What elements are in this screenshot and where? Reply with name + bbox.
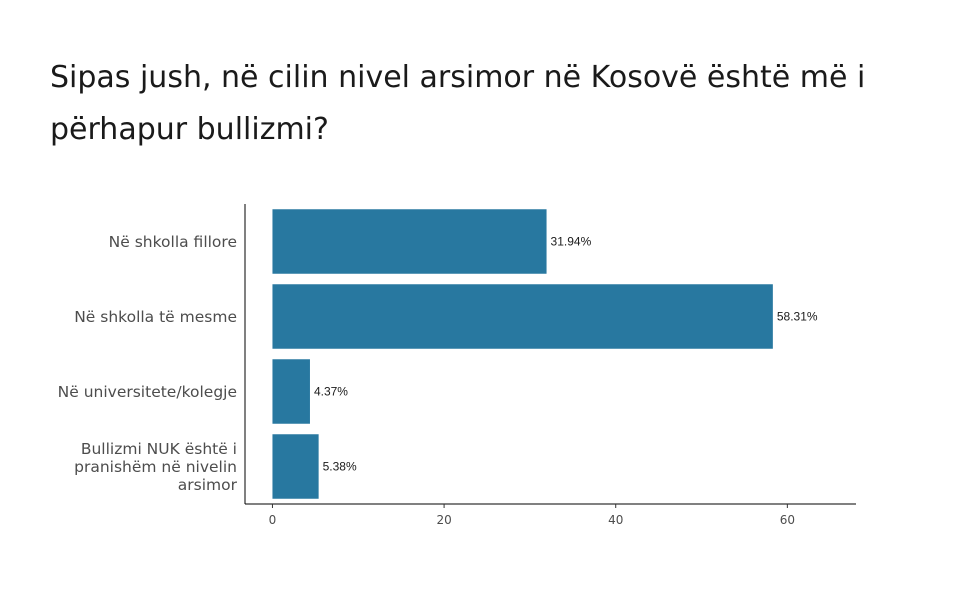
category-label: Në shkolla fillore xyxy=(109,233,237,251)
category-label-line: Në shkolla fillore xyxy=(109,233,237,251)
category-label-line: Në universitete/kolegje xyxy=(58,383,237,401)
x-ticks: 0 20 40 60 xyxy=(269,504,795,527)
category-label-line: Bullizmi NUK është i xyxy=(81,440,237,458)
category-label: Bullizmi NUK është i pranishëm në nivelin… xyxy=(74,440,237,494)
value-label: 4.37% xyxy=(314,385,348,399)
value-label: 58.31% xyxy=(777,310,818,324)
value-label: 31.94% xyxy=(551,235,592,249)
bars-group xyxy=(272,209,773,499)
bar xyxy=(272,209,547,274)
category-label-line: pranishëm në nivelin xyxy=(74,458,237,476)
x-tick-label: 20 xyxy=(436,513,451,527)
value-label: 5.38% xyxy=(323,460,357,474)
x-tick-label: 60 xyxy=(780,513,795,527)
category-label-line: arsimor xyxy=(178,476,238,494)
category-label: Në shkolla të mesme xyxy=(74,308,237,326)
value-labels: 31.94% 58.31% 4.37% 5.38% xyxy=(314,235,818,474)
bar xyxy=(272,359,310,424)
bar xyxy=(272,284,773,349)
category-labels: Në shkolla fillore Në shkolla të mesme Në … xyxy=(58,233,238,494)
x-tick-label: 40 xyxy=(608,513,623,527)
chart-title: Sipas jush, në cilin nivel arsimor në Ko… xyxy=(50,60,866,147)
x-tick-label: 0 xyxy=(269,513,277,527)
axes xyxy=(244,204,856,505)
category-label-line: Në shkolla të mesme xyxy=(74,308,237,326)
category-label: Në universitete/kolegje xyxy=(58,383,237,401)
bar xyxy=(272,434,319,499)
